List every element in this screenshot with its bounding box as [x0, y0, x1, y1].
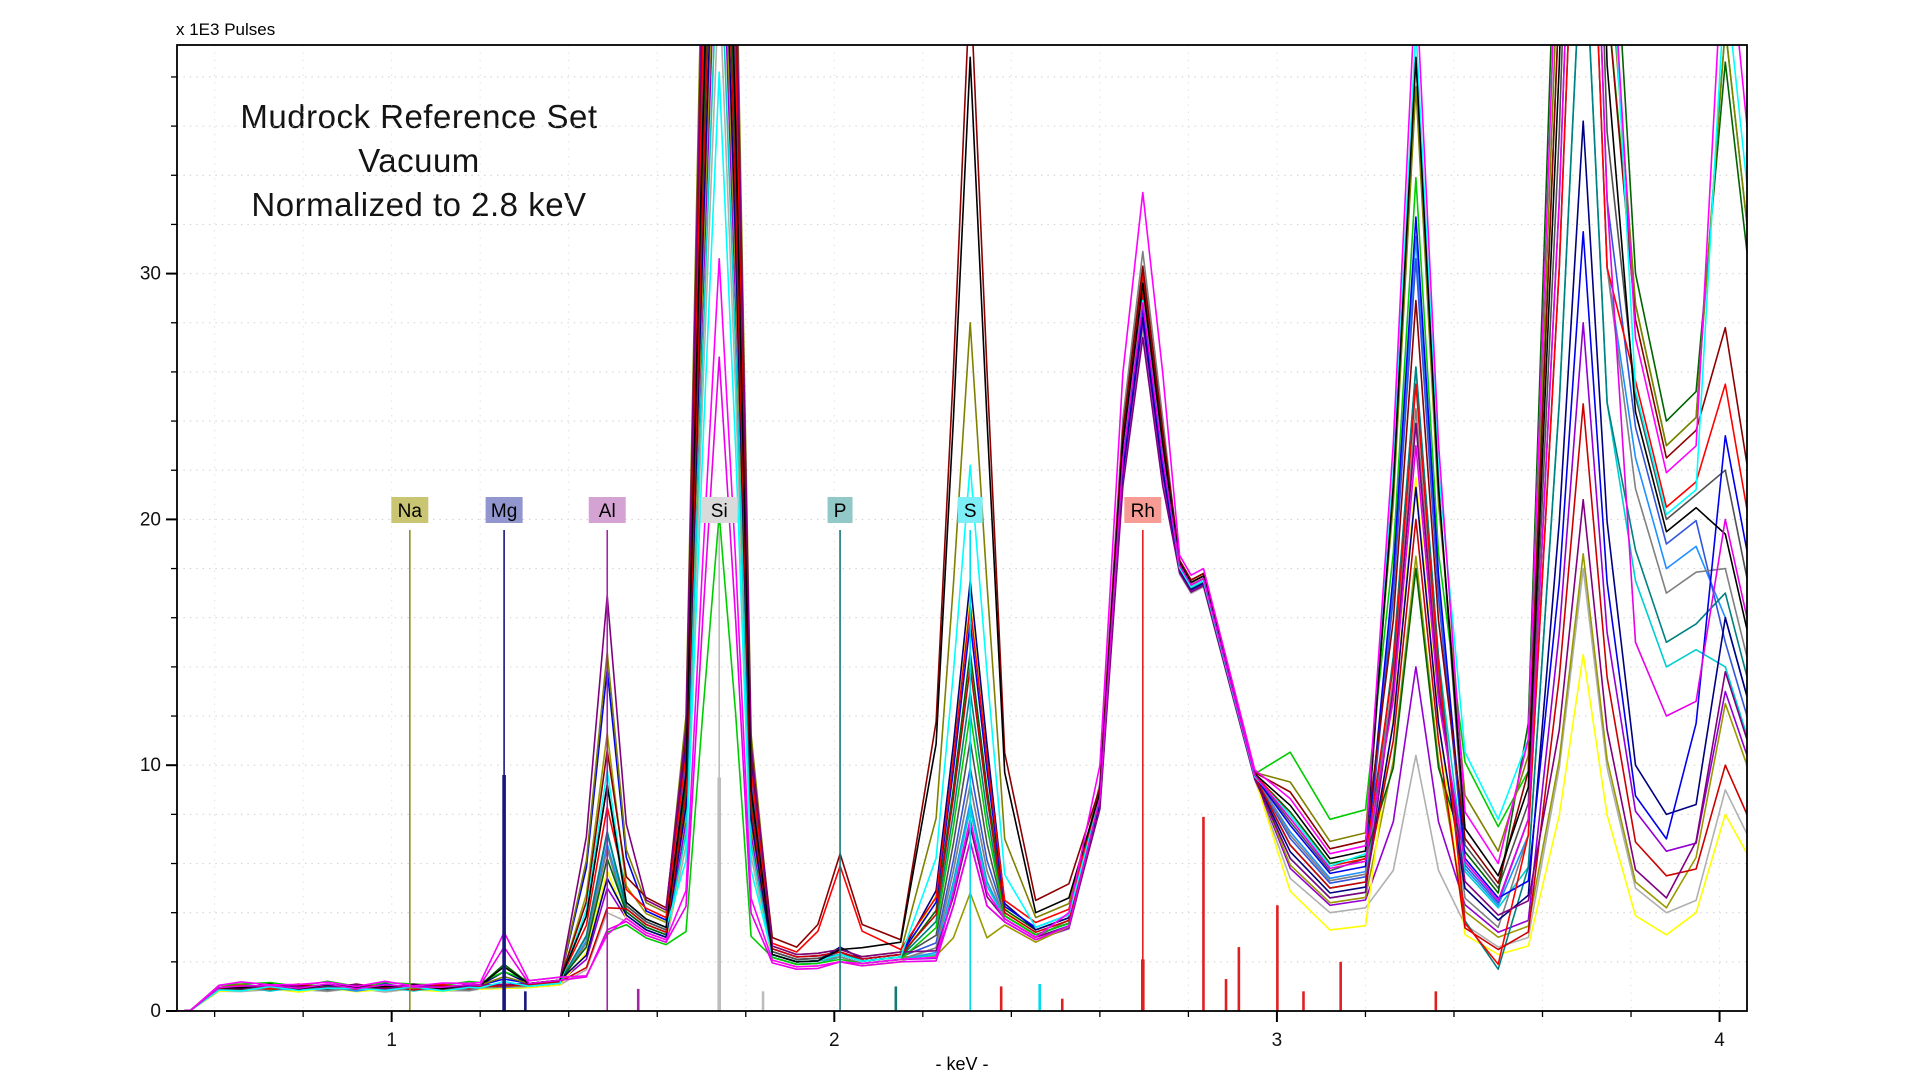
- element-label-mg: Mg: [491, 501, 517, 522]
- x-tick-label: 4: [1714, 1030, 1725, 1051]
- element-marker-s: S: [957, 497, 1041, 1011]
- spectrum-curve-20: [177, 45, 1747, 1011]
- element-marker-p: P: [827, 497, 898, 1011]
- element-label-al: Al: [599, 501, 616, 522]
- y-tick-label: 10: [140, 755, 161, 776]
- chart-title-line-3: Normalized to 2.8 keV: [251, 186, 587, 223]
- element-label-p: P: [834, 501, 847, 522]
- x-tick-label: 3: [1272, 1030, 1283, 1051]
- element-label-na: Na: [398, 501, 423, 522]
- element-marker-rh: Rh: [999, 497, 1438, 1011]
- element-marker-na: Na: [391, 497, 429, 1011]
- spectrum-curve-17: [177, 45, 1747, 1011]
- chart-title-line-1: Mudrock Reference Set: [240, 98, 598, 135]
- y-axis-unit-label: x 1E3 Pulses: [176, 20, 276, 39]
- element-marker-si: Si: [700, 497, 765, 1011]
- element-label-rh: Rh: [1131, 501, 1155, 522]
- y-tick-label: 30: [140, 264, 161, 285]
- spectrum-curve-22: [177, 45, 1747, 1011]
- x-axis-label: - keV -: [935, 1054, 989, 1074]
- spectrum-curve-21: [177, 45, 1747, 1011]
- spectrum-curve-19: [177, 45, 1747, 1011]
- element-marker-al: Al: [588, 497, 640, 1011]
- spectra-curves: [177, 45, 1747, 1011]
- y-tick-label: 20: [140, 509, 161, 530]
- y-tick-label: 0: [150, 1001, 161, 1022]
- chart-title-line-2: Vacuum: [358, 142, 480, 179]
- chart-title: Mudrock Reference Set Vacuum Normalized …: [119, 95, 719, 227]
- element-label-s: S: [964, 501, 977, 522]
- x-tick-label: 1: [386, 1030, 397, 1051]
- element-marker-mg: Mg: [485, 497, 527, 1011]
- axes: 1 2 3 4 0 10 20 30: [140, 76, 1725, 1051]
- plot-frame: [176, 44, 1748, 1012]
- spectrum-curve-16: [177, 45, 1747, 1011]
- x-tick-label: 2: [829, 1030, 840, 1051]
- element-label-si: Si: [711, 501, 728, 522]
